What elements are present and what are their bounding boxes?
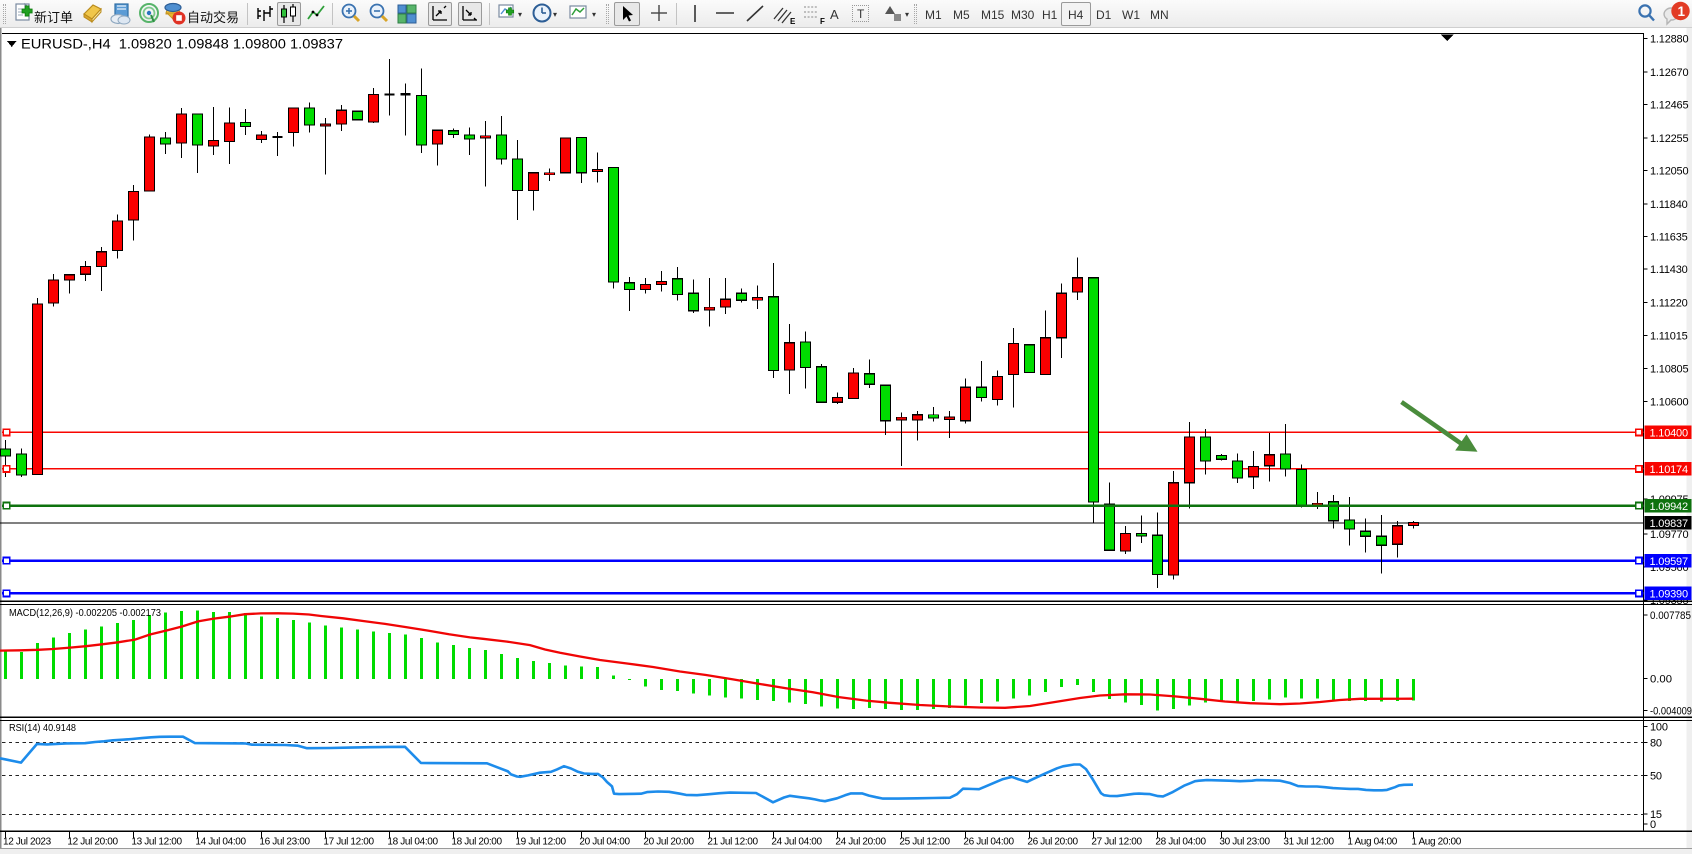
svg-text:1.12880: 1.12880 — [1650, 33, 1688, 45]
svg-text:1.09770: 1.09770 — [1650, 529, 1688, 541]
svg-text:1.11840: 1.11840 — [1650, 199, 1688, 211]
svg-text:0: 0 — [1650, 819, 1656, 831]
svg-text:26 Jul 04:00: 26 Jul 04:00 — [963, 837, 1014, 848]
svg-text:1.09837: 1.09837 — [1650, 518, 1688, 530]
svg-text:15: 15 — [1650, 809, 1662, 821]
svg-text:28 Jul 04:00: 28 Jul 04:00 — [1155, 837, 1206, 848]
svg-text:1 Aug 20:00: 1 Aug 20:00 — [1411, 837, 1461, 848]
svg-text:1.10174: 1.10174 — [1650, 464, 1688, 476]
svg-text:1.12050: 1.12050 — [1650, 166, 1688, 178]
svg-text:24 Jul 04:00: 24 Jul 04:00 — [771, 837, 822, 848]
svg-text:18 Jul 04:00: 18 Jul 04:00 — [387, 837, 438, 848]
svg-text:12 Jul 20:00: 12 Jul 20:00 — [67, 837, 118, 848]
svg-text:25 Jul 12:00: 25 Jul 12:00 — [899, 837, 950, 848]
svg-text:1.10400: 1.10400 — [1650, 428, 1688, 440]
svg-text:1.11635: 1.11635 — [1650, 232, 1688, 244]
svg-text:27 Jul 12:00: 27 Jul 12:00 — [1091, 837, 1142, 848]
svg-text:MACD(12,26,9) -0.002205 -0.002: MACD(12,26,9) -0.002205 -0.002173 — [9, 607, 161, 619]
svg-text:1.12670: 1.12670 — [1650, 67, 1688, 79]
svg-text:14 Jul 04:00: 14 Jul 04:00 — [195, 837, 246, 848]
svg-text:21 Jul 12:00: 21 Jul 12:00 — [707, 837, 758, 848]
svg-text:1.11430: 1.11430 — [1650, 264, 1688, 276]
svg-text:1.09390: 1.09390 — [1650, 589, 1688, 601]
svg-text:F: F — [820, 17, 825, 26]
svg-text:0.007785: 0.007785 — [1650, 610, 1691, 622]
svg-text:1.11015: 1.11015 — [1650, 330, 1688, 342]
svg-text:RSI(14) 40.9148: RSI(14) 40.9148 — [9, 722, 76, 734]
svg-text:24 Jul 20:00: 24 Jul 20:00 — [835, 837, 886, 848]
svg-text:1.10805: 1.10805 — [1650, 364, 1688, 376]
svg-text:1.09942: 1.09942 — [1650, 501, 1688, 513]
svg-text:EURUSD-,H4 1.09820 1.09848 1.: EURUSD-,H4 1.09820 1.09848 1.09800 1.098… — [21, 37, 343, 52]
svg-text:100: 100 — [1650, 722, 1668, 734]
svg-text:1.12255: 1.12255 — [1650, 133, 1688, 145]
svg-text:-0.004009: -0.004009 — [1650, 705, 1692, 717]
svg-text:1: 1 — [1678, 4, 1686, 19]
svg-text:16 Jul 23:00: 16 Jul 23:00 — [259, 837, 310, 848]
svg-text:80: 80 — [1650, 737, 1662, 749]
svg-text:30 Jul 23:00: 30 Jul 23:00 — [1219, 837, 1270, 848]
svg-text:13 Jul 12:00: 13 Jul 12:00 — [131, 837, 182, 848]
svg-text:26 Jul 20:00: 26 Jul 20:00 — [1027, 837, 1078, 848]
svg-text:1.11220: 1.11220 — [1650, 298, 1688, 310]
svg-text:1.12465: 1.12465 — [1650, 99, 1688, 111]
svg-text:20 Jul 20:00: 20 Jul 20:00 — [643, 837, 694, 848]
svg-text:1 Aug 04:00: 1 Aug 04:00 — [1347, 837, 1397, 848]
svg-text:12 Jul 2023: 12 Jul 2023 — [3, 837, 52, 848]
svg-text:19 Jul 12:00: 19 Jul 12:00 — [515, 837, 566, 848]
svg-text:0.00: 0.00 — [1650, 674, 1672, 686]
svg-text:1.10600: 1.10600 — [1650, 396, 1688, 408]
svg-text:18 Jul 20:00: 18 Jul 20:00 — [451, 837, 502, 848]
svg-text:50: 50 — [1650, 771, 1662, 783]
svg-text:1.09597: 1.09597 — [1650, 556, 1688, 568]
svg-text:31 Jul 12:00: 31 Jul 12:00 — [1283, 837, 1334, 848]
svg-text:20 Jul 04:00: 20 Jul 04:00 — [579, 837, 630, 848]
svg-text:17 Jul 12:00: 17 Jul 12:00 — [323, 837, 374, 848]
svg-text:E: E — [790, 17, 796, 26]
